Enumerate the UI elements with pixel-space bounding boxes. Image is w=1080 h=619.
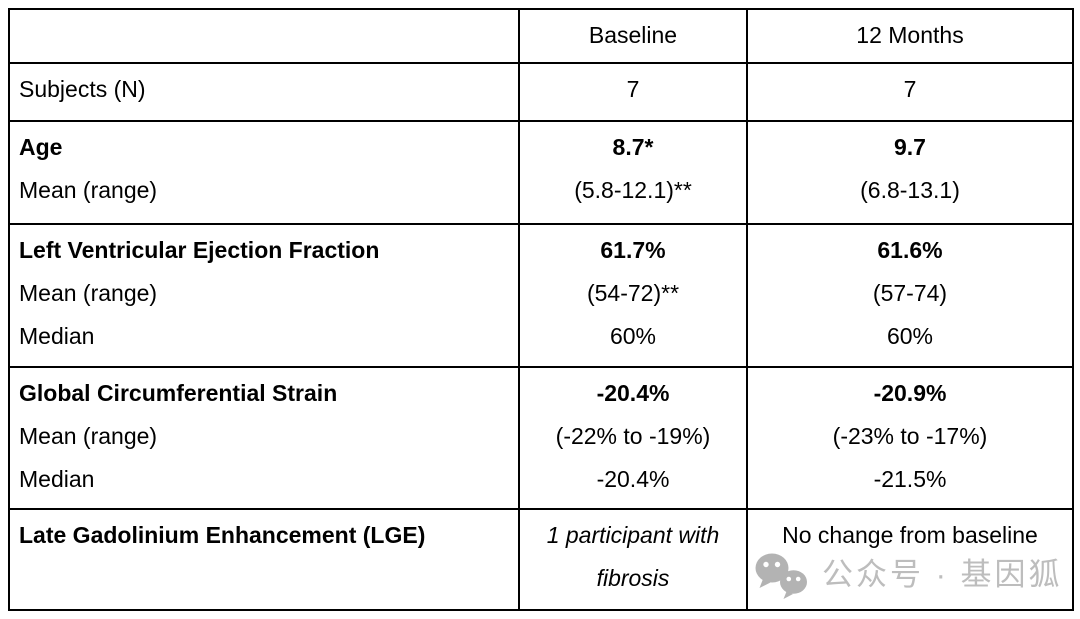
- subjects-12months-value: 7: [746, 62, 1074, 122]
- lvef-12months-median: 60%: [886, 323, 934, 349]
- lvef-label-cell: Left Ventricular Ejection Fraction Mean …: [8, 223, 520, 368]
- age-12months-cell: 9.7 (6.8-13.1): [746, 120, 1074, 225]
- header-row: Baseline 12 Months: [8, 8, 1074, 64]
- lvef-label-title: Left Ventricular Ejection Fraction: [19, 237, 380, 263]
- gcs-baseline-mean: -20.4%: [596, 380, 670, 406]
- lge-12months-cell: No change from baseline: [746, 508, 1074, 611]
- column-header-baseline: Baseline: [518, 8, 748, 64]
- gcs-12months-mean: -20.9%: [873, 380, 947, 406]
- age-label-cell: Age Mean (range): [8, 120, 520, 225]
- column-header-12-months: 12 Months: [746, 8, 1074, 64]
- gcs-12months-cell: -20.9% (-23% to -17%) -21.5%: [746, 366, 1074, 510]
- table-row-subjects: Subjects (N) 7 7: [8, 62, 1074, 122]
- age-12months-mean: 9.7: [894, 134, 926, 160]
- gcs-label-title: Global Circumferential Strain: [19, 380, 338, 406]
- lvef-baseline-median: 60%: [609, 323, 657, 349]
- table-row-lge: Late Gadolinium Enhancement (LGE) 1 part…: [8, 508, 1074, 611]
- gcs-12months-median: -21.5%: [873, 466, 947, 492]
- age-label-mean-range: Mean (range): [19, 177, 158, 203]
- results-table: Baseline 12 Months Subjects (N) 7 7 Age …: [8, 8, 1074, 611]
- gcs-label-median: Median: [19, 466, 95, 492]
- gcs-baseline-range: (-22% to -19%): [555, 423, 711, 449]
- lvef-label-median: Median: [19, 323, 95, 349]
- gcs-label-cell: Global Circumferential Strain Mean (rang…: [8, 366, 520, 510]
- age-label-title: Age: [19, 134, 63, 160]
- gcs-baseline-median: -20.4%: [596, 466, 670, 492]
- lge-baseline-cell: 1 participant with fibrosis: [518, 508, 748, 611]
- lvef-12months-cell: 61.6% (57-74) 60%: [746, 223, 1074, 368]
- table-row-age: Age Mean (range) 8.7* (5.8-12.1)** 9.7 (…: [8, 120, 1074, 225]
- lvef-baseline-mean: 61.7%: [600, 237, 666, 263]
- age-baseline-mean: 8.7*: [612, 134, 654, 160]
- subjects-label: Subjects (N): [8, 62, 520, 122]
- lge-label-title: Late Gadolinium Enhancement (LGE): [19, 522, 426, 548]
- lvef-label-mean-range: Mean (range): [19, 280, 158, 306]
- gcs-12months-range: (-23% to -17%): [832, 423, 988, 449]
- lge-label-cell: Late Gadolinium Enhancement (LGE): [8, 508, 520, 611]
- lvef-baseline-range: (54-72)**: [586, 280, 680, 306]
- lvef-12months-range: (57-74): [872, 280, 948, 306]
- table-row-lvef: Left Ventricular Ejection Fraction Mean …: [8, 223, 1074, 368]
- lvef-baseline-cell: 61.7% (54-72)** 60%: [518, 223, 748, 368]
- table-row-gcs: Global Circumferential Strain Mean (rang…: [8, 366, 1074, 510]
- gcs-label-mean-range: Mean (range): [19, 423, 158, 449]
- lvef-12months-mean: 61.6%: [877, 237, 943, 263]
- age-baseline-range: (5.8-12.1)**: [574, 177, 692, 203]
- age-baseline-cell: 8.7* (5.8-12.1)**: [518, 120, 748, 225]
- header-empty-cell: [8, 8, 520, 64]
- age-12months-range: (6.8-13.1): [860, 177, 960, 203]
- subjects-baseline-value: 7: [518, 62, 748, 122]
- gcs-baseline-cell: -20.4% (-22% to -19%) -20.4%: [518, 366, 748, 510]
